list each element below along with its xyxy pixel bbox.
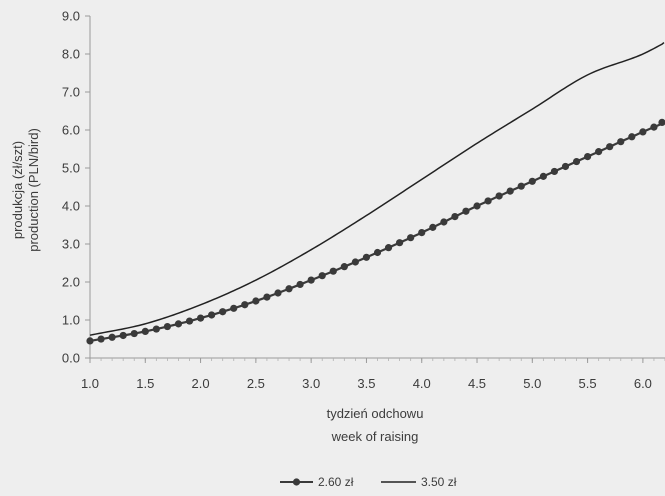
series-1-marker — [351, 258, 359, 266]
series-1-marker — [528, 177, 536, 185]
series-1-marker — [340, 263, 348, 271]
series-1-marker — [241, 301, 249, 309]
series-1-marker — [318, 272, 326, 280]
series-1-marker — [119, 331, 127, 340]
legend: 2.60 zł 3.50 zł — [280, 475, 457, 489]
series-1-marker — [473, 202, 481, 210]
series-1-marker — [329, 267, 337, 275]
x-tick-label: 1.0 — [81, 376, 99, 391]
x-axis-title-line1: tydzień odchowu — [327, 406, 424, 421]
series-1-marker — [252, 297, 260, 305]
y-axis-title-line2: production (PLN/bird) — [26, 128, 41, 252]
series-1-marker — [174, 320, 183, 328]
series-1-marker — [484, 197, 492, 205]
series-1-marker — [595, 148, 603, 156]
series-1-marker — [407, 234, 415, 242]
series-1-marker — [230, 304, 238, 312]
series-1-marker — [130, 329, 138, 338]
series-1-marker — [396, 239, 404, 247]
series-1-marker — [418, 229, 426, 237]
y-tick-label: 6.0 — [62, 123, 80, 138]
series-1-marker — [462, 207, 470, 215]
x-tick-label: 2.5 — [247, 376, 265, 391]
series-layer — [86, 42, 665, 345]
series-1-marker — [208, 311, 216, 319]
series-1-marker — [440, 218, 448, 226]
x-tick-label: 1.5 — [136, 376, 154, 391]
y-tick-label: 1.0 — [62, 313, 80, 328]
legend-marker-series-1 — [292, 478, 301, 486]
series-1-marker — [185, 317, 194, 325]
series-1-marker — [86, 337, 94, 345]
series-1-marker — [141, 327, 149, 335]
y-tick-label: 9.0 — [62, 9, 80, 24]
series-1-marker — [561, 162, 570, 171]
series-1-marker — [572, 157, 581, 166]
series-1-marker — [307, 276, 315, 284]
x-tick-label: 4.0 — [413, 376, 431, 391]
y-tick-label: 8.0 — [62, 47, 80, 62]
y-tick-label: 0.0 — [62, 351, 80, 366]
series-1-marker — [219, 308, 227, 316]
series-1-marker — [108, 333, 116, 341]
series-1-marker — [617, 138, 625, 146]
series-1-marker — [97, 335, 105, 343]
y-tick-label: 3.0 — [62, 237, 80, 252]
y-tick-label: 4.0 — [62, 199, 80, 214]
series-1-marker — [362, 253, 371, 261]
series-line-2 — [89, 42, 665, 336]
series-1-marker — [495, 192, 503, 200]
series-1-marker — [550, 167, 559, 176]
x-axis: 1.0 1.5 2.0 2.5 3.0 3.5 4.0 4.5 5.0 5.5 6.0 — [81, 357, 665, 391]
series-1-marker — [639, 128, 647, 136]
series-1-marker — [451, 212, 459, 221]
series-1-marker — [163, 322, 171, 331]
series-1-marker — [373, 248, 382, 257]
x-tick-label: 6.0 — [634, 376, 652, 391]
x-axis-title-line2: week of raising — [331, 429, 419, 444]
series-line-1 — [89, 121, 665, 342]
y-axis: 0.0 1.0 2.0 3.0 4.0 5.0 6.0 7.0 8.0 9.0 — [62, 9, 91, 366]
series-1-marker — [539, 172, 547, 180]
x-tick-label: 2.0 — [192, 376, 210, 391]
series-1-marker — [658, 118, 665, 126]
series-1-marker — [384, 244, 393, 252]
x-tick-label: 5.0 — [523, 376, 541, 391]
series-1-marker — [517, 182, 525, 190]
y-tick-label: 5.0 — [62, 161, 80, 176]
y-tick-label: 7.0 — [62, 85, 80, 100]
series-1-marker — [584, 153, 592, 161]
x-tick-label: 4.5 — [468, 376, 486, 391]
series-1-marker — [263, 293, 271, 301]
legend-label-series-1: 2.60 zł — [318, 475, 354, 489]
series-1-marker — [506, 187, 514, 195]
series-1-marker — [152, 325, 160, 333]
series-1-marker — [429, 223, 437, 231]
series-1-marker — [628, 133, 636, 141]
x-tick-label: 3.0 — [302, 376, 320, 391]
y-axis-title-line1: produkcja (zł/szt) — [10, 141, 25, 239]
series-1-marker — [296, 280, 304, 289]
y-tick-label: 2.0 — [62, 275, 80, 290]
series-1-marker — [196, 314, 205, 322]
legend-label-series-2: 3.50 zł — [421, 475, 457, 489]
series-1-marker — [274, 289, 282, 297]
series-1-marker — [285, 285, 293, 293]
x-tick-label: 3.5 — [357, 376, 375, 391]
series-1-marker — [606, 143, 614, 151]
series-1-marker — [650, 123, 658, 131]
x-tick-label: 5.5 — [579, 376, 597, 391]
